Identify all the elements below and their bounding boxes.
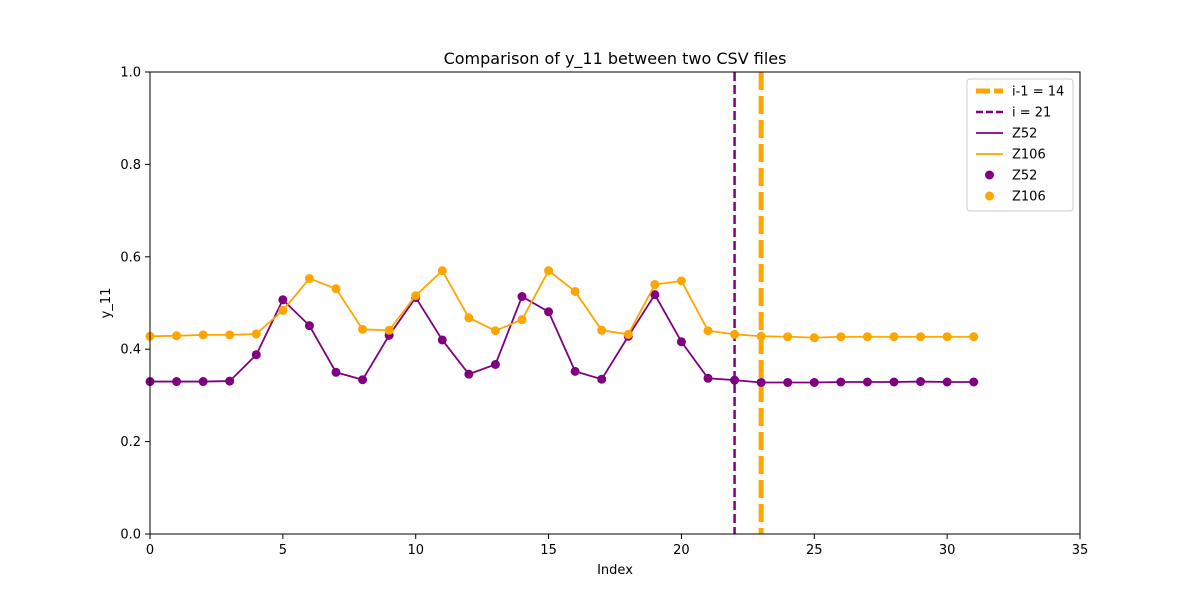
y-tick-label-5: 1.0	[120, 66, 141, 81]
x-tick-label-7: 35	[1072, 543, 1089, 558]
point-z106-25	[809, 333, 819, 343]
y-tick-label-0: 0.0	[120, 528, 141, 543]
point-z106-21	[703, 326, 713, 336]
point-z52-5	[278, 295, 288, 305]
point-z106-1	[172, 331, 182, 341]
point-z106-18	[623, 329, 633, 339]
legend: i-1 = 14 i = 21 Z52 Z106 Z52 Z106	[966, 78, 1074, 212]
point-z52-26	[836, 377, 846, 387]
point-z106-9	[384, 325, 394, 335]
legend-label-4: Z52	[1012, 169, 1037, 184]
point-z52-2	[198, 377, 208, 387]
point-z52-27	[862, 377, 872, 387]
legend-label-3: Z106	[1012, 148, 1046, 163]
plot-area	[145, 72, 979, 534]
legend-label-5: Z106	[1012, 190, 1046, 205]
point-z52-28	[889, 377, 899, 387]
point-z52-13	[490, 359, 500, 369]
point-z52-16	[570, 366, 580, 376]
point-z106-11	[437, 266, 447, 276]
point-z106-31	[969, 332, 979, 342]
legend-swatch-4	[985, 170, 994, 180]
point-z52-25	[809, 377, 819, 387]
point-z52-12	[464, 369, 474, 379]
x-tick-label-4: 20	[673, 543, 690, 558]
point-z106-15	[544, 266, 554, 276]
x-tick-label-5: 25	[806, 543, 823, 558]
y-tick-label-3: 0.6	[120, 250, 141, 265]
y-tick-label-4: 0.8	[120, 158, 141, 173]
point-z52-1	[172, 377, 182, 387]
plot-frame	[149, 71, 1081, 535]
point-z52-4	[251, 350, 261, 360]
y-tick-label-1: 0.2	[120, 435, 141, 450]
point-z106-13	[490, 326, 500, 336]
point-z52-30	[942, 377, 952, 387]
y-axis-label: y_11	[99, 288, 114, 319]
x-axis-label: Index	[597, 563, 633, 578]
point-z52-24	[783, 377, 793, 387]
legend-label-1: i = 21	[1012, 106, 1051, 121]
legend-label-0: i-1 = 14	[1012, 85, 1064, 100]
point-z52-15	[544, 307, 554, 317]
point-z106-5	[278, 305, 288, 315]
axis-ticks: 0 5 10 15 20 25 30 35 0.0 0.2 0.4 0.6 0.8 1.0	[120, 66, 1088, 559]
point-z106-23	[756, 331, 766, 341]
point-z52-31	[969, 377, 979, 387]
x-tick-label-3: 15	[540, 543, 557, 558]
point-z106-20	[676, 276, 686, 286]
legend-swatch-5	[985, 191, 994, 201]
point-z106-24	[783, 332, 793, 342]
point-z106-12	[464, 313, 474, 323]
point-z106-14	[517, 315, 527, 325]
point-z52-19	[650, 290, 660, 300]
point-z106-3	[225, 330, 235, 340]
point-z106-2	[198, 330, 208, 340]
y-tick-label-2: 0.4	[120, 343, 141, 358]
point-z52-21	[703, 373, 713, 383]
point-z52-23	[756, 377, 766, 387]
point-z106-10	[411, 291, 421, 301]
point-z52-17	[597, 374, 607, 384]
series-line-z106	[149, 269, 974, 339]
legend-box	[966, 78, 1074, 212]
point-z52-22	[730, 375, 740, 385]
point-z106-26	[836, 332, 846, 342]
point-z52-8	[358, 375, 368, 385]
chart-title: Comparison of y_11 between two CSV files	[444, 49, 787, 69]
x-tick-label-0: 0	[146, 543, 154, 558]
point-z106-28	[889, 332, 899, 342]
point-z52-20	[676, 337, 686, 347]
point-z106-29	[916, 332, 926, 342]
point-z106-19	[650, 280, 660, 290]
point-z106-7	[331, 284, 341, 294]
series-line-z52	[150, 292, 974, 384]
x-tick-label-2: 10	[407, 543, 424, 558]
point-z52-3	[225, 376, 235, 386]
point-z106-8	[358, 324, 368, 334]
point-z52-7	[331, 367, 341, 377]
point-z52-11	[437, 335, 447, 345]
point-z106-4	[251, 329, 261, 339]
x-tick-label-6: 30	[939, 543, 956, 558]
point-z106-16	[570, 286, 580, 296]
point-z52-29	[916, 377, 926, 387]
point-z106-6	[304, 274, 314, 284]
point-z106-17	[597, 325, 607, 335]
point-z52-14	[517, 292, 527, 302]
point-z106-22	[730, 329, 740, 339]
point-z106-27	[862, 332, 872, 342]
x-tick-label-1: 5	[279, 543, 287, 558]
point-z52-6	[304, 321, 314, 331]
point-z106-30	[942, 332, 952, 342]
legend-label-2: Z52	[1012, 127, 1037, 142]
